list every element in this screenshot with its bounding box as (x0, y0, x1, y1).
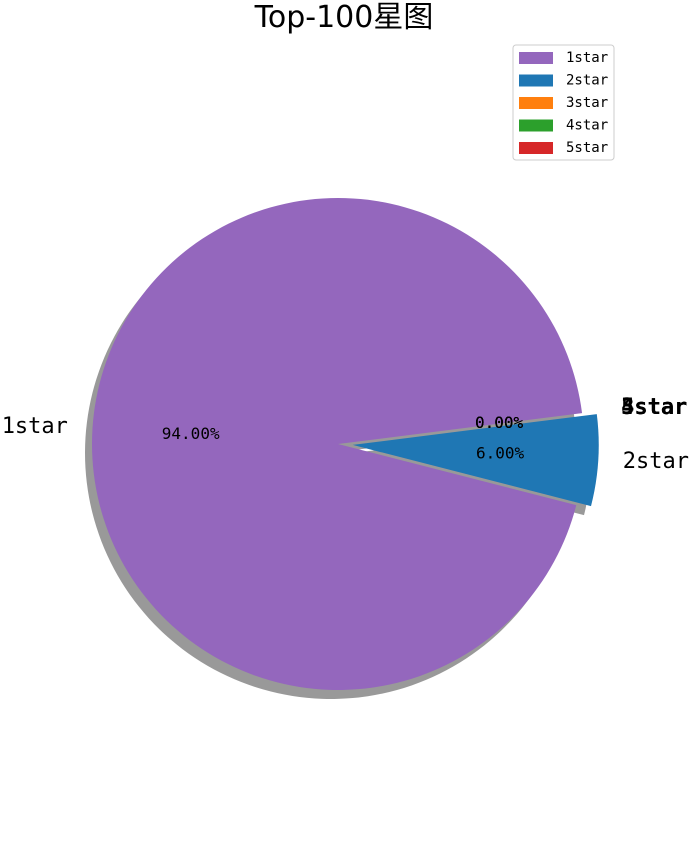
slice-label-3star: 3star (621, 395, 687, 420)
slice-percent-1star: 94.00% (162, 424, 220, 443)
legend-swatch-2star (519, 74, 553, 87)
pie-slice-1star (92, 198, 583, 691)
legend-swatch-4star (519, 119, 553, 132)
chart-title: Top-100星图 (254, 0, 434, 35)
legend: 1star 2star 3star 4star 5star (512, 44, 615, 161)
legend-label-3star: 3star (566, 95, 608, 111)
pie-slice-layer (92, 198, 599, 691)
pie-slice-2star (352, 414, 599, 507)
slice-percent-4star: 0.00% (475, 413, 524, 432)
slice-label-5star: 5star (621, 395, 687, 420)
slice-label-1star: 1star (2, 414, 68, 439)
legend-swatch-1star (519, 52, 553, 64)
slice-percent-3star: 0.00% (475, 413, 524, 432)
slice-percent-5star: 0.00% (475, 413, 524, 432)
legend-swatch-5star (519, 142, 553, 154)
legend-label-2star: 2star (566, 73, 608, 89)
legend-label-4star: 4star (566, 118, 608, 134)
slice-label-4star: 4star (621, 395, 687, 420)
pie-label-layer: 1star 94.00%2star6.00%3star0.00%4star0.00… (2, 395, 689, 474)
legend-swatch-3star (519, 97, 553, 109)
slice-percent-2star: 6.00% (476, 444, 525, 463)
legend-label-1star: 1star (566, 50, 608, 66)
legend-label-5star: 5star (566, 140, 608, 156)
slice-label-2star: 2star (623, 449, 689, 474)
